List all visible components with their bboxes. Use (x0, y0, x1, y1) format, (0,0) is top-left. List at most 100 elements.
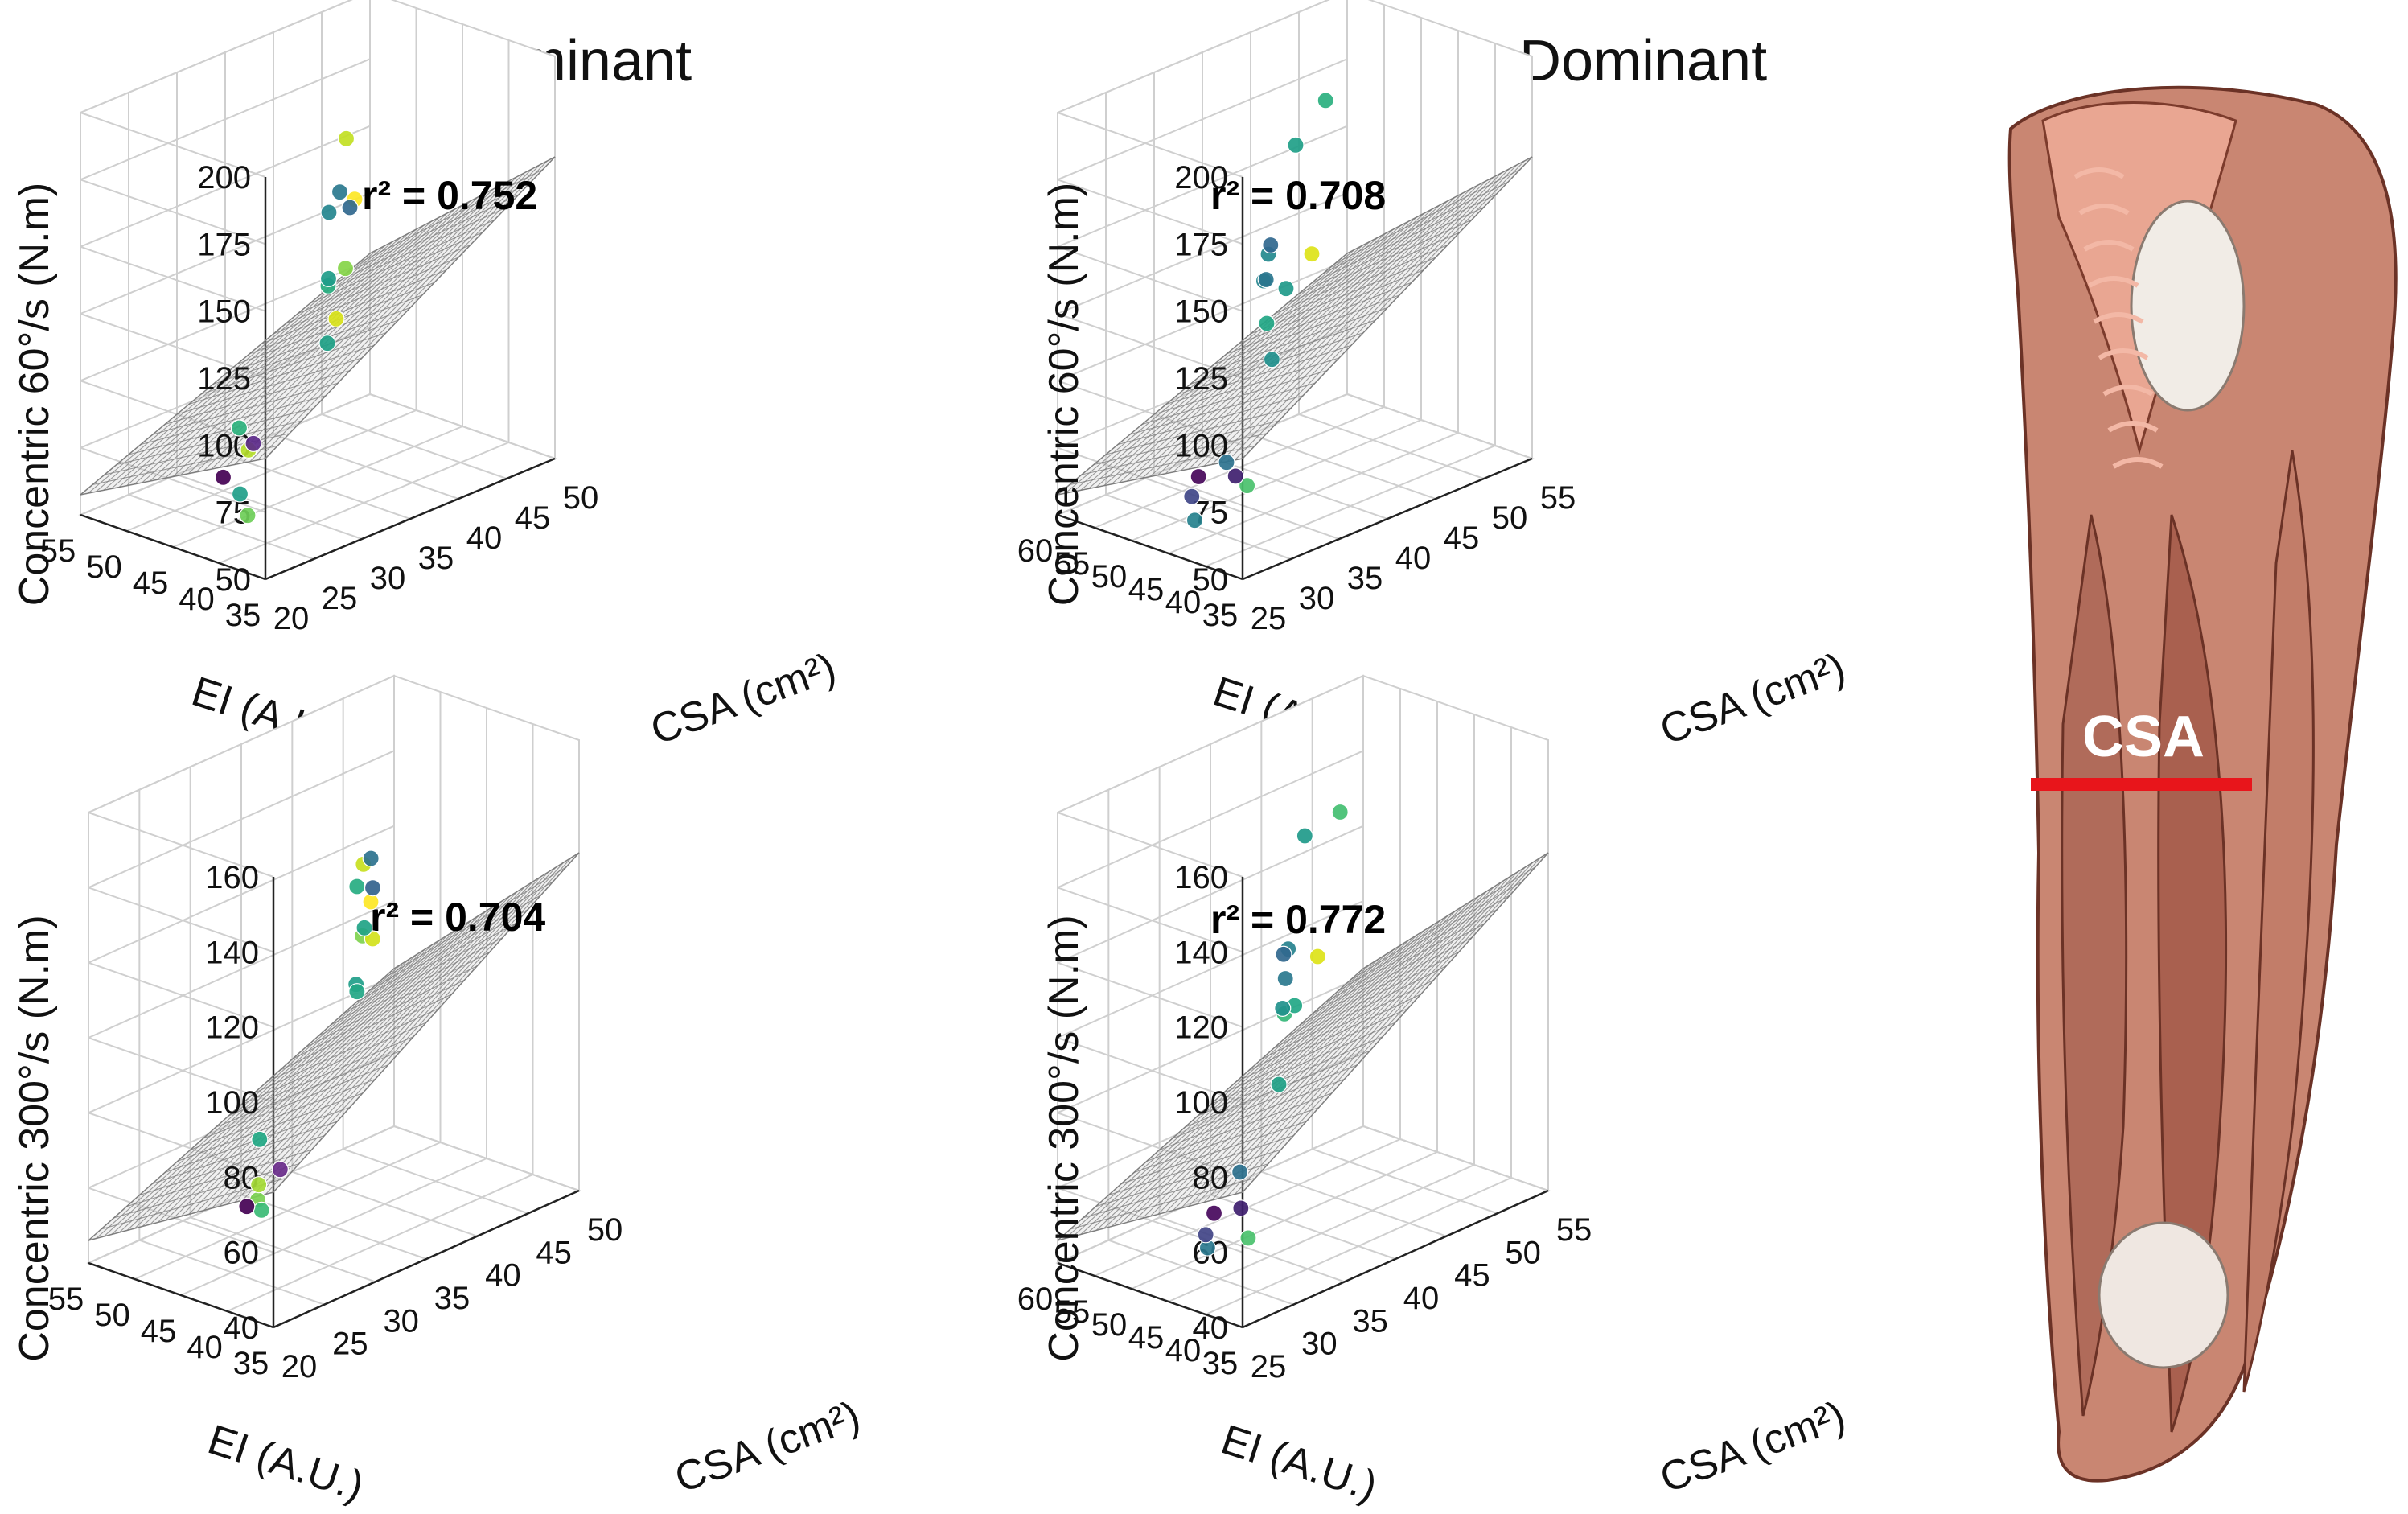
surface-mesh-line (95, 245, 386, 492)
grid-line (1057, 313, 1243, 379)
surface-mesh-line (369, 156, 556, 254)
r-squared-label: r² = 0.704 (370, 895, 545, 940)
z-tick-label: 40 (224, 1310, 260, 1346)
data-point (341, 199, 359, 216)
data-point (1218, 454, 1235, 471)
muscle-segment (2102, 385, 2154, 397)
x-tick-label: 40 (1165, 1333, 1202, 1368)
z-tick-label: 150 (197, 294, 251, 330)
grid-line (1057, 245, 1243, 312)
data-point (327, 310, 345, 327)
x-tick-label: 60 (1017, 1282, 1054, 1317)
x-axis-line (80, 513, 266, 581)
y-tick-label: 45 (1444, 520, 1480, 556)
muscle-segment (2093, 312, 2144, 324)
y-axis-line (1242, 457, 1533, 581)
surface-mesh-line (1334, 169, 1521, 264)
grid-line (393, 1125, 580, 1191)
z-tick-label: 175 (197, 227, 251, 262)
z-tick-label: 125 (197, 361, 251, 397)
grid-line (321, 413, 507, 479)
grid-line (80, 112, 266, 178)
data-point (348, 878, 366, 895)
y-tick-label: 30 (370, 561, 406, 596)
y-axis-label: CSA (cm²) (1654, 1393, 1851, 1503)
thigh-muscle-illustration: CSA (2007, 85, 2398, 1483)
muscle-segment (2073, 167, 2125, 179)
data-point (271, 1161, 289, 1179)
x-tick-label: 50 (86, 549, 122, 585)
z-tick-label: 100 (1174, 428, 1228, 463)
y-tick-label: 40 (466, 520, 503, 556)
grid-line (1159, 1216, 1345, 1283)
regression-surface (1057, 852, 1549, 1241)
regression-surface (88, 852, 580, 1241)
surface-mesh-line (1080, 953, 1387, 1235)
x-tick-label: 55 (48, 1282, 84, 1317)
data-point (1275, 945, 1292, 963)
popliteal-tendons (2098, 1221, 2229, 1369)
data-point (1263, 351, 1281, 368)
surface-mesh-line (110, 237, 401, 489)
surface-mesh-line (357, 169, 544, 264)
x-tick-label: 45 (133, 566, 169, 601)
muscle-segment (2083, 240, 2135, 252)
grid-line (273, 434, 459, 500)
x-axis-label: EI (A.U.) (1215, 1416, 1383, 1510)
y-tick-label: 35 (1347, 561, 1383, 596)
y-tick-label: 30 (1301, 1327, 1338, 1362)
z-tick-label: 175 (1174, 227, 1228, 262)
data-point (1183, 488, 1201, 505)
surface-mesh-line (1087, 237, 1379, 489)
y-tick-label: 25 (1251, 601, 1287, 636)
y-tick-label: 50 (563, 480, 599, 516)
grid-line (176, 474, 363, 540)
y-axis-label: CSA (cm²) (669, 1393, 866, 1503)
data-point (1274, 999, 1292, 1018)
y-tick-label: 35 (418, 541, 454, 576)
y-tick-label: 55 (1540, 480, 1576, 516)
x-tick-label: 55 (40, 533, 76, 569)
surface-mesh-line (393, 852, 580, 969)
grid-line (139, 1239, 325, 1306)
ischial-tendon (2130, 200, 2246, 412)
muscle-segment (2078, 204, 2130, 216)
x-tick-label: 40 (187, 1330, 223, 1365)
surface-mesh-line (1325, 895, 1510, 1003)
data-point (1257, 270, 1275, 289)
data-point (320, 204, 338, 221)
grid-line (1250, 434, 1436, 500)
grid-line (1057, 961, 1243, 1028)
surface-mesh-line (1072, 958, 1379, 1237)
data-point (1317, 92, 1334, 109)
grid-line (80, 313, 266, 379)
data-point (1262, 236, 1280, 254)
surface-mesh-line (118, 948, 425, 1233)
grid-line (1057, 112, 1243, 178)
surface-mesh-line (103, 958, 410, 1237)
grid-line (88, 961, 274, 1028)
z-tick-label: 160 (1174, 860, 1228, 895)
y-tick-label: 40 (1395, 541, 1432, 576)
surface-mesh-line (1057, 968, 1364, 1241)
x-tick-label: 50 (94, 1298, 130, 1333)
y-tick-label: 35 (434, 1281, 471, 1316)
z-tick-label: 160 (205, 860, 259, 895)
data-point (337, 130, 355, 147)
x-tick-label: 35 (233, 1346, 269, 1381)
csa-label: CSA (2082, 705, 2205, 769)
y-tick-label: 20 (281, 1349, 318, 1384)
x-tick-label: 45 (1128, 1320, 1165, 1356)
data-point (331, 183, 349, 201)
data-point (1276, 969, 1294, 988)
grid-line (1057, 887, 1243, 953)
grid-line (1057, 1112, 1243, 1179)
grid-line (128, 494, 314, 560)
grid-line (1298, 413, 1485, 479)
data-point (1277, 280, 1295, 298)
x-tick-label: 35 (1202, 1346, 1239, 1381)
data-point (355, 919, 373, 936)
